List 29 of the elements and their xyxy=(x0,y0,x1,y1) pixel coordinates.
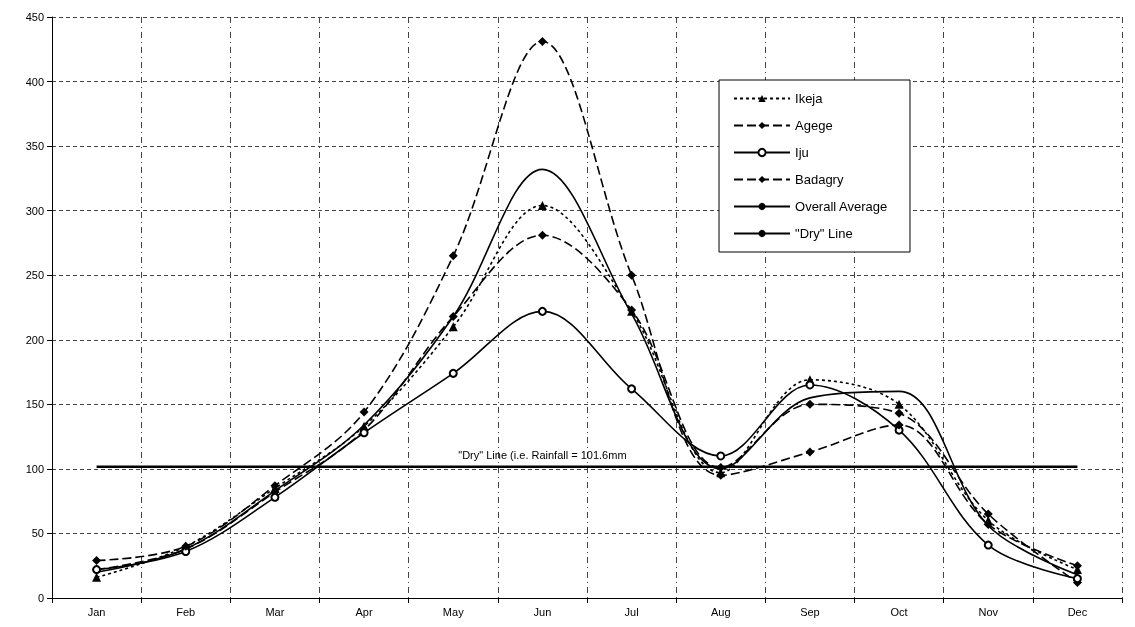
y-tick-label: 400 xyxy=(25,75,44,88)
y-tick-label: 200 xyxy=(25,333,44,346)
legend-label: "Dry" Line xyxy=(795,226,853,241)
x-tick-label: Jan xyxy=(87,605,106,618)
y-tick-label: 450 xyxy=(25,11,44,23)
x-tick-label: Aug xyxy=(710,605,731,618)
y-tick-label: 100 xyxy=(25,462,44,475)
legend-label: Agege xyxy=(795,118,833,133)
y-tick-label: 250 xyxy=(25,269,44,282)
y-tick-label: 150 xyxy=(25,398,44,411)
legend-label: Badagry xyxy=(795,172,844,187)
legend-label: Iju xyxy=(795,145,809,160)
x-tick-label: Oct xyxy=(890,605,908,618)
x-tick-label: Feb xyxy=(176,605,196,618)
y-tick-label: 0 xyxy=(37,592,44,604)
legend-label: Overall Average xyxy=(795,199,888,214)
y-tick-label: 350 xyxy=(25,140,44,153)
x-tick-label: Jul xyxy=(624,605,639,618)
x-tick-label: Nov xyxy=(978,605,999,618)
legend-label: Ikeja xyxy=(795,91,824,106)
x-tick-label: Jun xyxy=(533,605,552,618)
x-tick-label: Apr xyxy=(355,605,373,618)
x-tick-label: May xyxy=(442,605,465,618)
annotation: "Dry" Line (i.e. Rainfall = 101.6mm xyxy=(458,449,627,462)
x-tick-label: Mar xyxy=(265,605,285,618)
y-tick-label: 300 xyxy=(25,204,44,217)
y-tick-label: 50 xyxy=(31,527,44,540)
x-tick-label: Sep xyxy=(800,605,820,618)
x-tick-label: Dec xyxy=(1067,605,1088,618)
